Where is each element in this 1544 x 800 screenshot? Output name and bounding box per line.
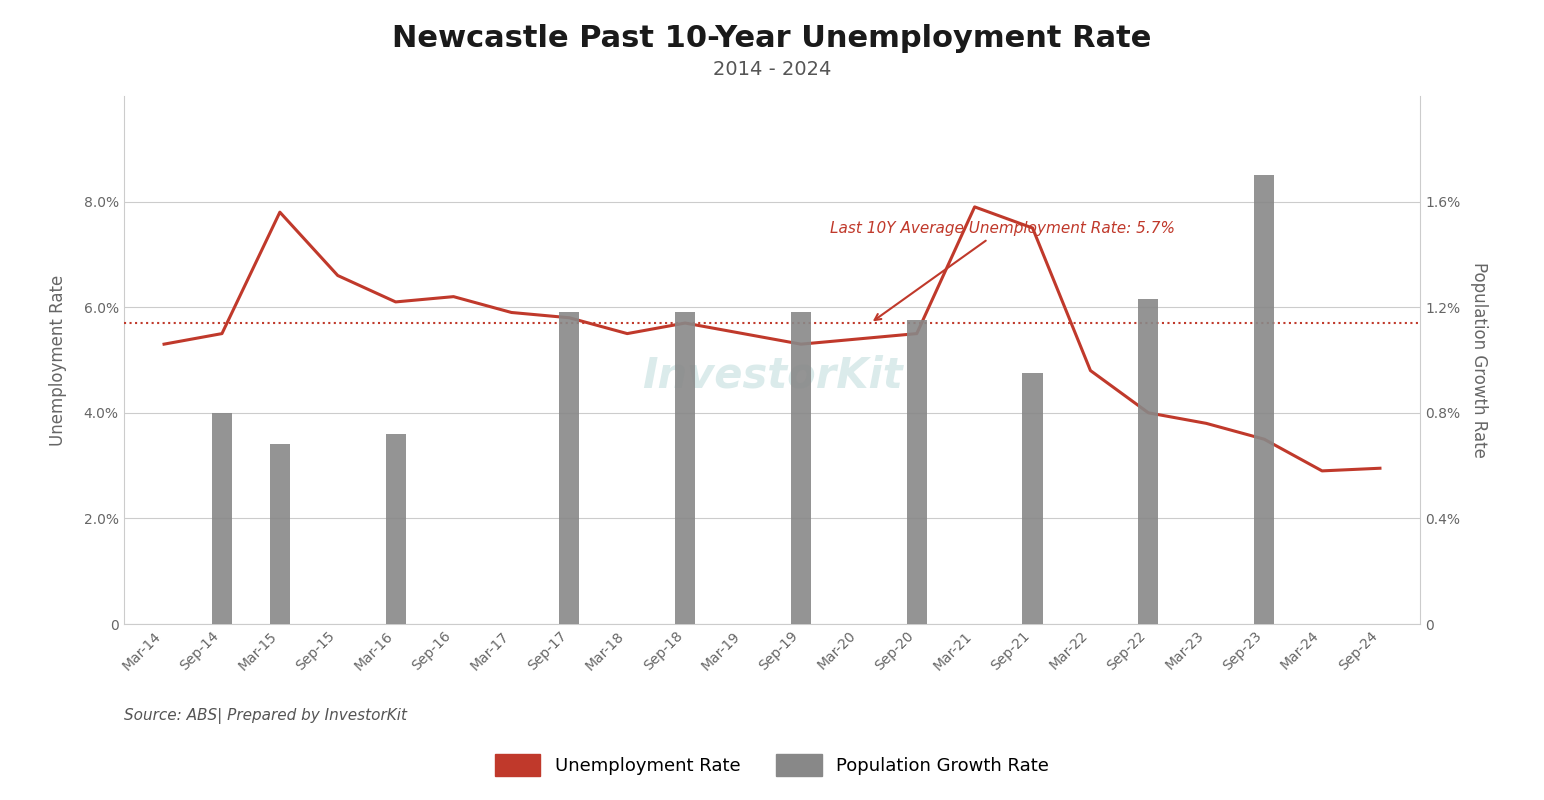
Bar [791, 313, 811, 624]
Bar [212, 413, 232, 624]
Text: Newcastle Past 10-Year Unemployment Rate: Newcastle Past 10-Year Unemployment Rate [392, 24, 1152, 53]
Bar [1254, 175, 1274, 624]
Text: Last 10Y Average Unemployment Rate: 5.7%: Last 10Y Average Unemployment Rate: 5.7% [831, 222, 1175, 320]
Bar [270, 445, 290, 624]
Text: Source: ABS| Prepared by InvestorKit: Source: ABS| Prepared by InvestorKit [124, 708, 406, 724]
Bar [906, 321, 926, 624]
Text: 2014 - 2024: 2014 - 2024 [713, 60, 831, 79]
Legend: Unemployment Rate, Population Growth Rate: Unemployment Rate, Population Growth Rat… [488, 746, 1056, 783]
Bar [675, 313, 695, 624]
Y-axis label: Unemployment Rate: Unemployment Rate [49, 274, 66, 446]
Y-axis label: Population Growth Rate: Population Growth Rate [1470, 262, 1488, 458]
Text: InvestorKit: InvestorKit [642, 355, 902, 397]
Bar [1022, 373, 1042, 624]
Bar [559, 313, 579, 624]
Bar [1138, 299, 1158, 624]
Bar [386, 434, 406, 624]
